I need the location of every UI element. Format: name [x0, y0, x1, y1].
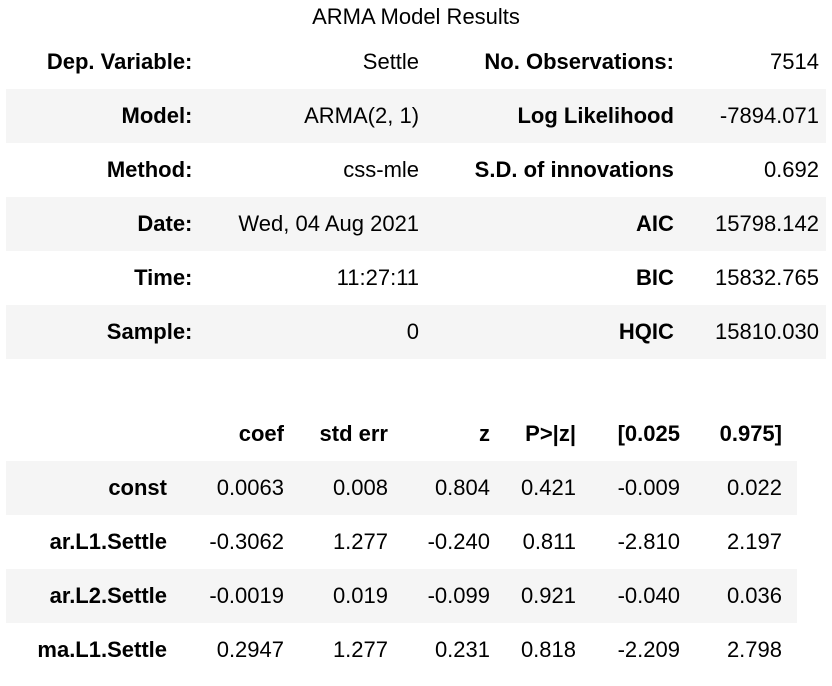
table-row: Dep. Variable: Settle No. Observations: … [6, 35, 826, 89]
table-cell: 0.019 [332, 583, 388, 608]
table-header-row: coef std err z P>|z| [0.025 0.975] [6, 407, 797, 461]
row-label: Model: [121, 103, 193, 128]
column-header: coef [238, 421, 284, 446]
table-cell: -2.810 [617, 529, 680, 554]
row-value: -7894.071 [719, 103, 819, 128]
row-value: 7514 [770, 49, 819, 74]
table-cell: 1.277 [332, 529, 388, 554]
table-row: ar.L2.Settle -0.0019 0.019 -0.099 0.921 … [6, 569, 797, 623]
row-value: ARMA(2, 1) [304, 103, 420, 128]
row-value: 0.692 [763, 157, 819, 182]
table-caption: ARMA Model Results [312, 4, 520, 29]
row-value: 15810.030 [715, 319, 819, 344]
table-cell: -0.040 [617, 583, 680, 608]
row-label: S.D. of innovations [474, 157, 674, 182]
row-label: Sample: [106, 319, 193, 344]
table-cell: -0.240 [427, 529, 490, 554]
column-header: [0.025 [617, 421, 680, 446]
column-header [6, 407, 172, 461]
table-cell: 0.008 [332, 475, 388, 500]
table-cell: 0.804 [434, 475, 490, 500]
row-value: 11:27:11 [336, 265, 420, 290]
row-label: Method: [106, 157, 193, 182]
table-cell: 0.811 [522, 529, 576, 554]
row-value: Settle [362, 49, 420, 74]
table-row: const 0.0063 0.008 0.804 0.421 -0.009 0.… [6, 461, 797, 515]
column-header: 0.975] [719, 421, 782, 446]
table-cell: 2.798 [726, 637, 782, 662]
model-summary-table: Dep. Variable: Settle No. Observations: … [6, 35, 826, 359]
table-row: Date: Wed, 04 Aug 2021 AIC 15798.142 [6, 197, 826, 251]
row-value: 15798.142 [715, 211, 819, 236]
table-cell: -2.209 [617, 637, 680, 662]
coefficient-table: coef std err z P>|z| [0.025 0.975] const… [6, 407, 797, 677]
table-cell: -0.3062 [209, 529, 284, 554]
table-cell: 1.277 [332, 637, 388, 662]
column-header: std err [319, 421, 388, 446]
table-cell: 0.036 [726, 583, 782, 608]
table-cell: 2.197 [726, 529, 782, 554]
table-cell: -0.099 [427, 583, 490, 608]
row-name: ar.L1.Settle [49, 529, 167, 554]
row-value: 0 [406, 319, 420, 344]
table-cell: 0.022 [726, 475, 782, 500]
table-row: Method: css-mle S.D. of innovations 0.69… [6, 143, 826, 197]
table-row: Model: ARMA(2, 1) Log Likelihood -7894.0… [6, 89, 826, 143]
table-cell: -0.0019 [209, 583, 284, 608]
row-label: HQIC [618, 319, 674, 344]
row-label: Time: [134, 265, 193, 290]
column-header: P>|z| [525, 421, 576, 446]
table-cell: 0.2947 [216, 637, 284, 662]
row-label: Dep. Variable: [46, 49, 193, 74]
table-row: ma.L1.Settle 0.2947 1.277 0.231 0.818 -2… [6, 623, 797, 677]
row-name: ma.L1.Settle [37, 637, 167, 662]
row-label: No. Observations: [484, 49, 674, 74]
column-header: z [479, 421, 490, 446]
table-cell: 0.921 [520, 583, 576, 608]
row-label: Log Likelihood [517, 103, 674, 128]
table-row: Sample: 0 HQIC 15810.030 [6, 305, 826, 359]
row-value: css-mle [343, 157, 420, 182]
table-cell: 0.818 [520, 637, 576, 662]
table-row: ar.L1.Settle -0.3062 1.277 -0.240 0.811 … [6, 515, 797, 569]
table-cell: -0.009 [617, 475, 680, 500]
row-label: AIC [636, 211, 674, 236]
table-row: Time: 11:27:11 BIC 15832.765 [6, 251, 826, 305]
row-name: ar.L2.Settle [49, 583, 167, 608]
row-label: Date: [137, 211, 193, 236]
table-cell: 0.231 [434, 637, 490, 662]
row-value: 15832.765 [715, 265, 819, 290]
table-cell: 0.421 [520, 475, 576, 500]
row-name: const [108, 475, 167, 500]
row-value: Wed, 04 Aug 2021 [238, 211, 420, 236]
table-cell: 0.0063 [216, 475, 284, 500]
row-label: BIC [636, 265, 674, 290]
